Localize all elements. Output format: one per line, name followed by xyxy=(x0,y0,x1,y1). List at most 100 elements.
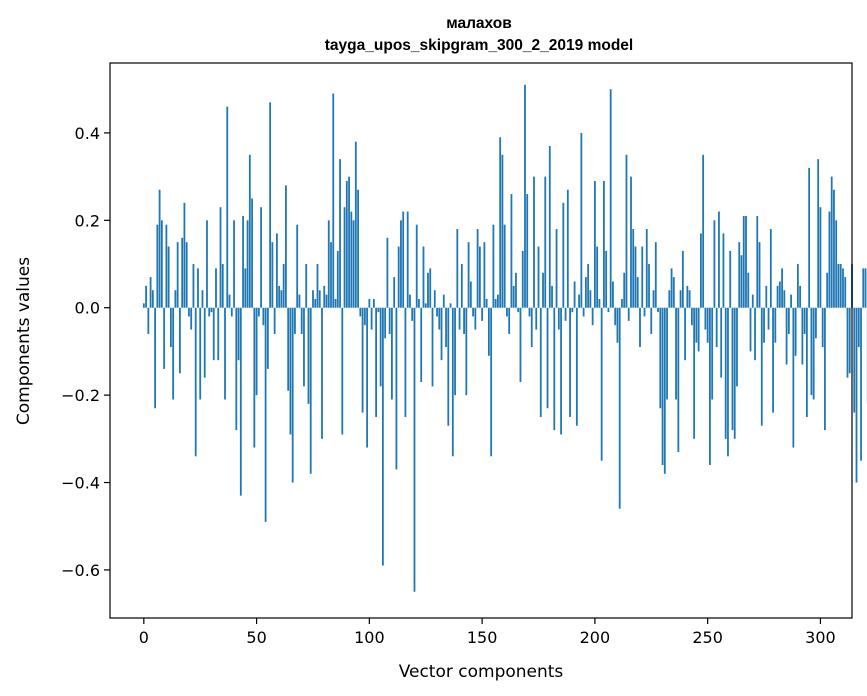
bar xyxy=(260,207,262,308)
bar xyxy=(582,307,585,317)
bar xyxy=(774,307,777,343)
bar xyxy=(751,294,754,308)
bar xyxy=(451,307,454,457)
bar xyxy=(533,176,535,308)
bar xyxy=(546,307,549,409)
bar xyxy=(815,307,817,339)
bar xyxy=(257,307,260,317)
bar xyxy=(275,233,278,308)
bar xyxy=(639,307,641,348)
bar xyxy=(384,307,387,339)
bar xyxy=(749,307,752,352)
bar xyxy=(429,268,432,308)
bar xyxy=(790,294,792,308)
bar xyxy=(566,189,569,308)
bar xyxy=(835,220,838,308)
bar xyxy=(483,242,486,308)
bar xyxy=(625,154,628,308)
bar xyxy=(341,307,344,435)
bar xyxy=(864,268,867,308)
bar xyxy=(442,294,445,308)
bar xyxy=(711,307,714,400)
bar xyxy=(652,290,655,308)
bar xyxy=(747,272,750,308)
bar xyxy=(722,233,725,308)
bar xyxy=(151,290,154,308)
bar xyxy=(197,268,199,308)
bar xyxy=(706,307,709,343)
bar xyxy=(246,220,249,308)
bar xyxy=(805,307,808,417)
bar xyxy=(593,180,596,308)
bar xyxy=(738,242,741,308)
bar xyxy=(569,307,571,417)
bar xyxy=(447,307,450,426)
bar xyxy=(828,211,831,308)
bar xyxy=(343,207,346,308)
bar xyxy=(855,307,858,483)
bar xyxy=(291,307,294,483)
bar xyxy=(431,307,434,387)
bar xyxy=(363,307,366,326)
bar xyxy=(709,307,711,466)
bar xyxy=(203,307,206,378)
bar xyxy=(763,307,765,343)
bar xyxy=(623,272,626,308)
bar xyxy=(718,211,720,308)
bar xyxy=(584,277,587,308)
bar xyxy=(591,307,594,326)
bar xyxy=(641,246,644,308)
bar xyxy=(494,298,497,308)
bar xyxy=(438,307,441,330)
bar xyxy=(544,176,547,308)
bar xyxy=(357,189,359,308)
bar xyxy=(542,272,544,308)
bar xyxy=(562,202,565,308)
bar xyxy=(433,290,436,308)
bar xyxy=(792,307,795,448)
bar xyxy=(142,303,145,308)
bar xyxy=(404,307,407,417)
bar xyxy=(733,307,736,439)
bar xyxy=(808,167,811,308)
bar xyxy=(237,307,240,361)
bar xyxy=(537,246,540,308)
bar xyxy=(492,224,495,308)
bar xyxy=(519,307,522,383)
y-tick-label: −0.4 xyxy=(61,474,100,493)
bar xyxy=(848,307,851,374)
bar xyxy=(361,307,364,413)
bar xyxy=(853,307,856,413)
bar xyxy=(269,102,272,308)
bar xyxy=(767,307,770,330)
bar xyxy=(524,84,526,308)
bar xyxy=(156,224,159,308)
bar xyxy=(720,307,723,378)
bar xyxy=(497,294,499,308)
bar xyxy=(821,307,824,348)
bar xyxy=(415,224,418,308)
bar xyxy=(163,307,166,369)
bar xyxy=(621,298,623,308)
bar xyxy=(769,229,772,308)
bar xyxy=(564,307,567,321)
bar xyxy=(555,229,558,308)
bar xyxy=(327,220,330,308)
y-axis-label: Components values xyxy=(14,257,34,425)
bar xyxy=(339,159,341,308)
bar xyxy=(485,298,488,308)
bar xyxy=(783,290,786,308)
bar xyxy=(359,307,362,317)
bar xyxy=(280,290,283,308)
bar xyxy=(713,220,716,308)
x-tick-label: 300 xyxy=(805,628,836,647)
bar xyxy=(372,298,375,308)
bar xyxy=(862,268,865,308)
bar xyxy=(684,307,686,361)
bar xyxy=(575,307,578,426)
bar xyxy=(282,264,285,308)
bar xyxy=(824,307,826,431)
bar xyxy=(609,89,612,308)
bar xyxy=(375,307,378,417)
